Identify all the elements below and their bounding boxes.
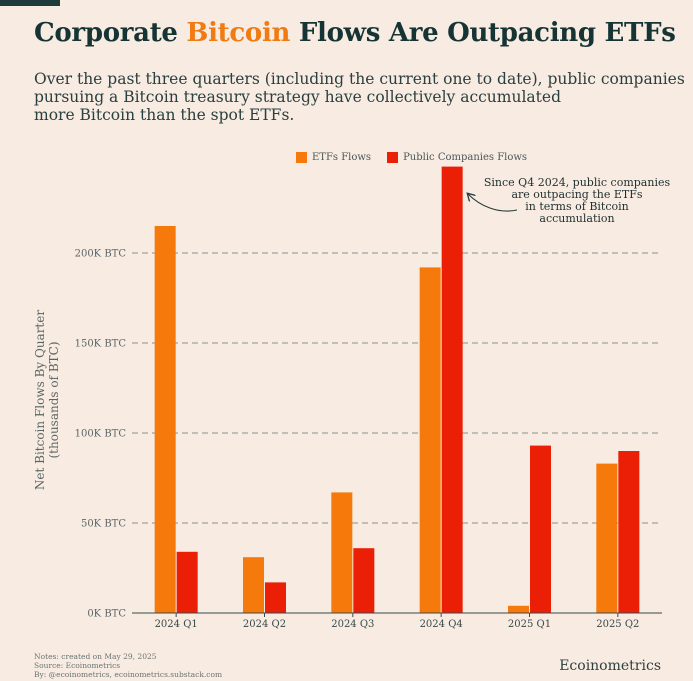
gridlines xyxy=(132,252,662,524)
bars xyxy=(154,166,640,613)
subtitle-line: pursuing a Bitcoin treasury strategy hav… xyxy=(34,88,561,106)
title-accent: Bitcoin xyxy=(186,18,291,48)
axes: 0K BTC 50K BTC 100K BTC 150K BTC 200K BTC 202… xyxy=(75,249,662,630)
x-tick-label: 2024 Q3 xyxy=(331,619,374,630)
x-tick-label: 2025 Q2 xyxy=(596,619,639,630)
y-tick-label: 50K BTC xyxy=(81,519,126,530)
note-line: Source: Ecoinometrics xyxy=(34,661,121,670)
y-tick-label: 200K BTC xyxy=(75,249,127,260)
bar-etf xyxy=(331,492,353,613)
y-axis-label-units: (thousands of BTC) xyxy=(47,341,61,458)
legend: ETFs Flows Public Companies Flows xyxy=(296,152,535,163)
title-part-1: Corporate xyxy=(34,18,187,48)
annotation-arrow xyxy=(468,194,518,212)
y-tick-label: 100K BTC xyxy=(75,429,127,440)
annotation-line: accumulation xyxy=(539,212,614,225)
bar-companies xyxy=(265,582,286,613)
note-line: Notes: created on May 29, 2025 xyxy=(34,652,157,661)
legend-swatch-etf xyxy=(296,152,307,163)
bar-etf xyxy=(419,267,441,613)
annotation: Since Q4 2024, public companies are outp… xyxy=(468,176,670,225)
bar-etf xyxy=(243,557,264,613)
subtitle-line: Over the past three quarters (including … xyxy=(34,70,685,88)
footer-notes: Notes: created on May 29, 2025 Source: E… xyxy=(34,652,222,679)
bar-companies xyxy=(530,445,551,613)
chart-subtitle: Over the past three quarters (including … xyxy=(34,70,685,124)
bar-etf xyxy=(154,226,176,613)
y-axis-label: Net Bitcoin Flows By Quarter xyxy=(33,310,47,490)
brand-name: Ecoinometrics xyxy=(559,658,661,674)
y-tick-label: 150K BTC xyxy=(75,339,127,350)
x-tick-label: 2024 Q1 xyxy=(155,619,198,630)
legend-swatch-companies xyxy=(387,152,399,163)
legend-label-companies: Public Companies Flows xyxy=(403,152,528,163)
bar-etf xyxy=(508,605,529,613)
bar-companies xyxy=(176,551,198,613)
legend-label-etf: ETFs Flows xyxy=(312,152,372,163)
chart-title: Corporate Bitcoin Flows Are Outpacing ET… xyxy=(34,18,676,48)
legend-item-companies: Public Companies Flows xyxy=(387,152,527,163)
x-tick-label: 2025 Q1 xyxy=(508,619,551,630)
subtitle-line: more Bitcoin than the spot ETFs. xyxy=(34,106,295,124)
x-tick-label: 2024 Q4 xyxy=(420,619,463,630)
note-line: By: @ecoinometrics, ecoinometrics.substa… xyxy=(34,670,223,679)
bar-companies xyxy=(353,548,375,613)
bar-etf xyxy=(596,463,618,613)
bar-companies xyxy=(441,166,463,613)
y-tick-label: 0K BTC xyxy=(87,609,126,620)
bar-companies xyxy=(618,451,640,613)
annotation-line: Since Q4 2024, public companies xyxy=(484,176,671,189)
top-accent-bar xyxy=(0,0,60,6)
annotation-line: are outpacing the ETFs xyxy=(511,188,642,201)
annotation-line: in terms of Bitcoin xyxy=(525,200,628,213)
x-tick-label: 2024 Q2 xyxy=(243,619,286,630)
title-part-2: Flows Are Outpacing ETFs xyxy=(290,18,676,48)
legend-item-etf: ETFs Flows xyxy=(296,152,371,163)
